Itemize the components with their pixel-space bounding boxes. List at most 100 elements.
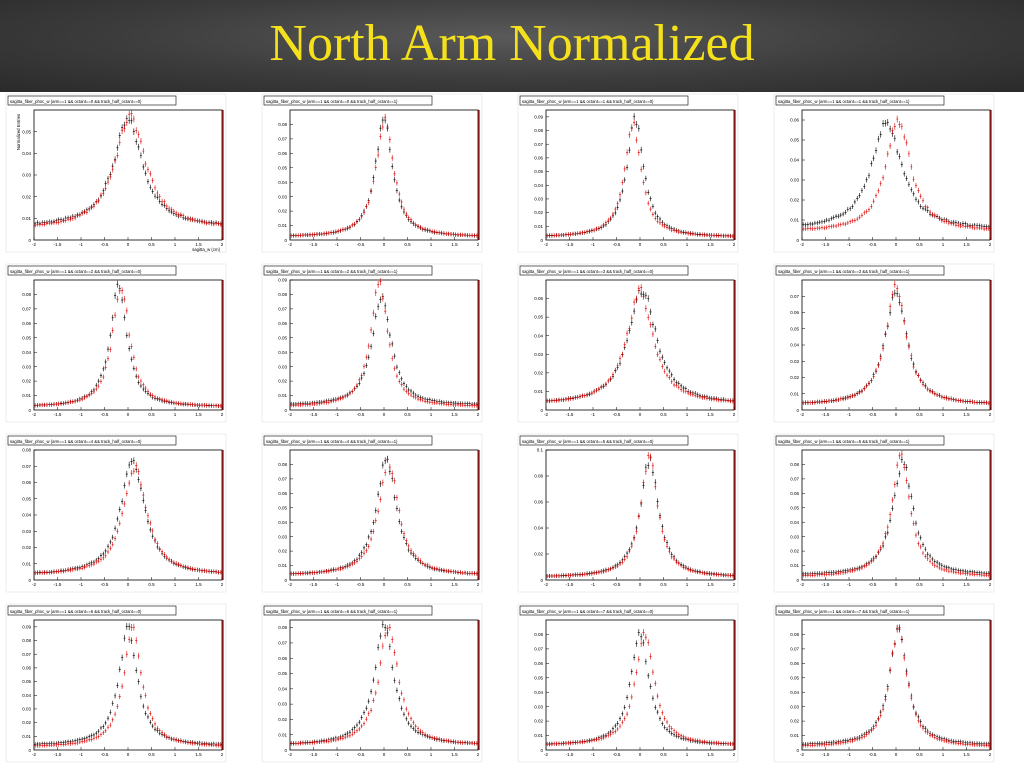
data-point [642,479,645,486]
data-point [95,559,98,565]
data-point [334,567,337,572]
panel-frame [261,263,483,423]
panel-title-box [775,605,945,616]
data-point [118,287,121,295]
data-point [893,289,896,297]
x-tick-label: 1 [430,412,433,417]
data-point [64,401,67,406]
data-point [705,233,709,238]
data-point [611,211,615,217]
data-point [400,705,403,711]
data-point [207,569,211,574]
data-point [377,508,380,515]
y-tick-label: 0 [28,408,31,413]
data-point [560,397,563,402]
data-point [701,395,704,400]
data-point [186,215,190,221]
data-point [315,570,319,575]
x-tick-label: 0 [127,412,130,417]
x-tick-label: 1 [686,242,689,247]
data-point [207,403,211,408]
data-point [896,148,899,156]
data-point [109,332,112,339]
data-point [809,226,812,231]
x-tick-label: -1 [847,412,851,417]
data-point [647,295,650,302]
data-point [43,222,46,227]
x-tick-label: -0.5 [357,412,365,417]
data-point [393,477,396,484]
y-tick-label: 0.06 [22,665,31,670]
data-point [123,125,126,133]
data-point [210,569,213,574]
data-point [137,374,140,380]
data-point [200,742,204,747]
data-point [109,346,112,353]
x-tick-label: 0 [127,582,130,587]
data-point [210,221,213,226]
data-point [113,525,117,531]
data-point [952,397,955,402]
data-point [832,741,835,746]
data-point [936,560,939,565]
data-point [313,232,316,237]
x-tick-label: -1 [847,752,851,757]
y-tick-label: 0.05 [790,675,799,680]
data-point [607,567,610,573]
data-point [860,389,864,394]
y-tick-label: 0.02 [534,210,543,215]
data-point [630,314,633,322]
data-point [881,120,885,127]
data-point [886,686,889,692]
x-tick-label: 1 [430,242,433,247]
data-point [837,213,840,219]
data-point [625,164,629,171]
data-point [940,737,943,743]
data-point [889,309,892,316]
data-point [325,400,328,405]
data-point [318,570,321,575]
x-tick-label: 2 [989,582,992,587]
data-point [731,741,734,747]
x-tick-label: 1.5 [707,242,714,247]
data-point [637,125,640,132]
x-tick-label: 0.5 [660,242,667,247]
data-point [81,739,84,744]
data-point [407,711,410,717]
data-point [806,222,809,227]
data-point [360,715,363,720]
data-point [414,728,417,734]
data-point [168,205,171,211]
data-point [153,727,157,732]
data-point [386,316,389,323]
data-point [466,403,469,408]
x-tick-label: 2 [477,582,480,587]
y-tick-label: 0.02 [278,717,287,722]
data-point [731,399,734,404]
data-point [334,229,337,234]
data-point [642,629,645,636]
data-point [682,230,685,235]
data-point [975,400,979,405]
y-tick-label: 0.03 [278,194,287,199]
data-point [661,363,664,369]
series-1 [290,113,478,238]
y-tick-label: 0.07 [278,306,287,311]
data-point [301,402,305,407]
data-point [813,226,817,231]
data-point [158,193,161,199]
data-point [846,206,849,212]
y-tick-label: 0.05 [22,496,31,501]
data-point [292,233,295,238]
data-point [358,726,361,732]
data-point [550,573,553,579]
y-tick-label: 0.05 [278,671,287,676]
data-point [647,314,650,321]
data-point [121,287,124,295]
data-point [893,123,896,130]
data-point [649,653,652,660]
data-point [175,738,178,743]
data-point [337,397,340,402]
histogram-panel-6: sagitta_fiber_phoc_w {arm==1 && octant==… [517,263,739,423]
panel-title-box [519,95,689,106]
